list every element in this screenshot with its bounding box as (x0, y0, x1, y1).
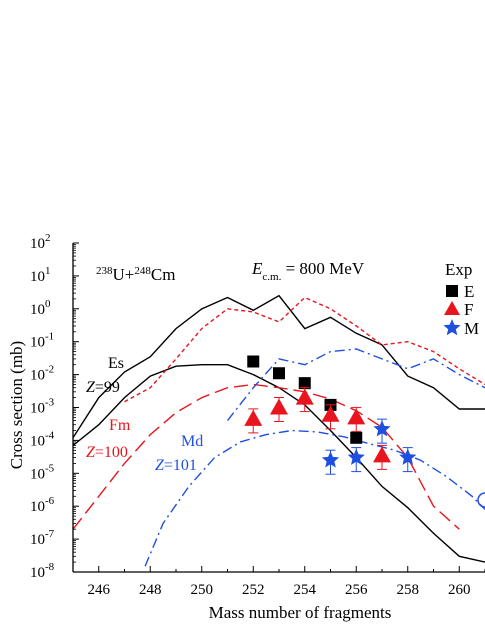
y-tick-label: 100 (30, 298, 51, 318)
exp-point-square (298, 377, 311, 390)
exp-point-triangle (347, 408, 366, 425)
partial-open-circle (477, 492, 485, 508)
x-axis-label: Mass number of fragments (209, 603, 392, 622)
series-line-md-dashdot-upper (226, 348, 485, 422)
x-tick-label: 258 (397, 582, 420, 598)
exp-point-square (350, 431, 363, 444)
y-tick-label: 10-2 (30, 364, 54, 384)
exp-point-star (399, 448, 417, 465)
y-tick-label: 10-3 (30, 397, 55, 417)
legend-marker-triangle (444, 301, 460, 315)
exp-point-square (247, 355, 260, 368)
legend-marker-square (446, 285, 458, 297)
series-label-fm-name: Fm (109, 417, 131, 434)
x-tick-label: 250 (191, 582, 214, 598)
series-label-es: Es Z=99 (86, 355, 124, 396)
axes (72, 242, 485, 573)
series-label-es-z: Z=99 (86, 379, 120, 396)
series-line-fm-dash-lower (73, 383, 460, 530)
x-tick-label: 246 (88, 582, 111, 598)
exp-point-star (347, 448, 365, 465)
exp-point-triangle (295, 388, 314, 405)
y-tick-label: 10-1 (30, 331, 54, 351)
x-tick-label: 248 (139, 582, 162, 598)
exp-point-star (321, 451, 340, 468)
y-tick-label: 10-4 (30, 429, 55, 449)
y-axis-label: Cross section (mb) (7, 341, 26, 469)
series-label-md: Md Z=101 (155, 433, 203, 474)
x-tick-label: 254 (294, 582, 317, 598)
series-line-fm-dash-upper (124, 296, 485, 403)
series-label-md-name: Md (181, 433, 203, 450)
series-layer (73, 294, 485, 567)
y-tick-label: 10-7 (30, 528, 55, 548)
legend: Exp E F M (443, 260, 479, 338)
y-tick-label: 10-5 (30, 462, 55, 482)
exp-point-triangle (270, 398, 288, 415)
legend-label-1: F (464, 300, 473, 319)
series-label-fm-z: Z=100 (86, 444, 128, 461)
series-line-es-solid-upper (73, 294, 485, 439)
legend-marker-star (443, 319, 461, 336)
exp-point-triangle (244, 409, 263, 426)
x-tick-label: 260 (448, 582, 471, 598)
y-tick-label: 10-6 (30, 495, 55, 515)
exp-point-square (273, 367, 285, 380)
energy-label: Ec.m. = 800 MeV (251, 259, 365, 283)
y-tick-label: 102 (30, 232, 51, 252)
legend-title: Exp (445, 260, 472, 279)
exp-point-triangle (321, 405, 340, 422)
y-tick-label: 101 (30, 265, 51, 285)
legend-label-0: E (464, 282, 474, 301)
tick-labels: 246 248 250 252 254 256 258 260 102 101 100 10-1 10-… (30, 232, 471, 598)
series-line-md-dashdot-lower (144, 429, 485, 567)
y-tick-label: 10-8 (30, 561, 55, 581)
series-label-md-z: Z=101 (155, 457, 197, 474)
experimental-markers (244, 355, 417, 475)
exp-point-star (373, 420, 391, 437)
exp-point-triangle (373, 446, 391, 463)
legend-label-2: M (464, 319, 479, 338)
series-label-es-name: Es (108, 355, 124, 372)
x-tick-label: 256 (345, 582, 368, 598)
series-label-fm: Fm Z=100 (86, 417, 131, 461)
reaction-label: 238U+248Cm (96, 265, 175, 284)
x-tick-label: 252 (242, 582, 265, 598)
